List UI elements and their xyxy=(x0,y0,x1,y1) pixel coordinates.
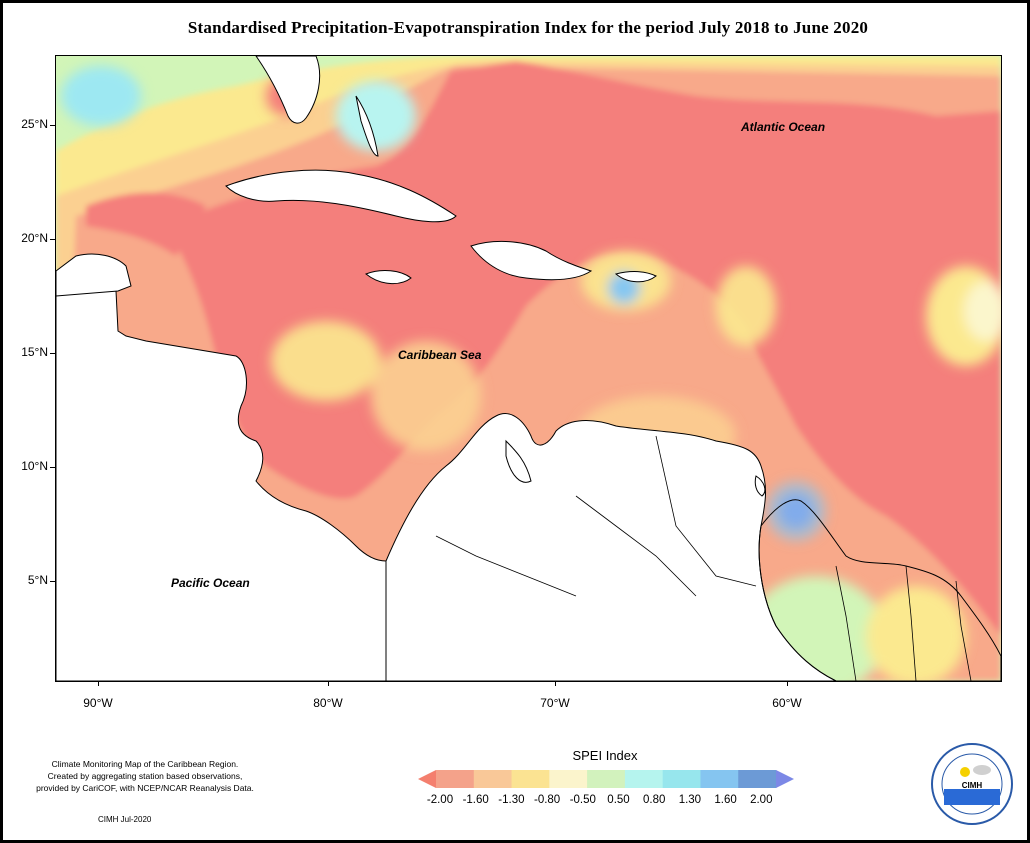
lat-tick-10n: 10°N xyxy=(21,459,48,473)
legend-tick-label: 0.50 xyxy=(607,794,630,806)
issue-date: CIMH Jul-2020 xyxy=(98,815,152,824)
legend-bin xyxy=(587,770,626,788)
cloud-icon xyxy=(973,765,991,775)
spei-map: Atlantic Ocean Caribbean Sea Pacific Oce… xyxy=(55,55,1002,682)
lat-tickmark xyxy=(50,353,55,354)
legend-bin xyxy=(473,770,513,788)
lon-tickmark xyxy=(328,681,329,686)
credits-line: Climate Monitoring Map of the Caribbean … xyxy=(51,759,239,769)
atlantic-ocean-label: Atlantic Ocean xyxy=(741,120,826,134)
legend-bin xyxy=(418,770,436,788)
legend-bin xyxy=(776,770,794,788)
legend-tick-label: -2.00 xyxy=(426,794,454,806)
lon-tick-90w: 90°W xyxy=(83,696,113,710)
lon-tick-70w: 70°W xyxy=(540,696,570,710)
pacific-ocean-label: Pacific Ocean xyxy=(171,576,250,590)
legend-bin xyxy=(700,770,739,788)
lon-tickmark xyxy=(98,681,99,686)
legend-bin xyxy=(738,770,777,788)
cimh-logo: CIMH xyxy=(931,743,1013,825)
legend-bin xyxy=(549,770,588,788)
legend-tick-label: -0.80 xyxy=(533,794,561,806)
lat-tick-15n: 15°N xyxy=(21,345,48,359)
legend-tick-label: 0.80 xyxy=(642,794,666,806)
logo-text: CIMH xyxy=(962,781,983,790)
lon-tick-80w: 80°W xyxy=(313,696,343,710)
legend-bin xyxy=(436,770,475,788)
legend-bin xyxy=(511,770,550,788)
legend-bin xyxy=(662,770,701,788)
country-borders xyxy=(435,435,972,681)
legend-tick-label: 1.60 xyxy=(714,794,737,806)
lat-tickmark xyxy=(50,581,55,582)
sun-icon xyxy=(960,767,970,777)
legend-tick-label: -1.30 xyxy=(498,794,525,806)
lat-tick-25n: 25°N xyxy=(21,117,48,131)
spei-map-canvas xyxy=(56,56,1001,681)
lat-tickmark xyxy=(50,125,55,126)
lat-tick-20n: 20°N xyxy=(21,231,48,245)
caribbean-sea-label: Caribbean Sea xyxy=(398,348,482,362)
lon-tickmark xyxy=(555,681,556,686)
map-title: Standardised Precipitation-Evapotranspir… xyxy=(187,18,869,37)
legend-bin xyxy=(624,770,664,788)
credits-line: provided by CariCOF, with NCEP/NCAR Rean… xyxy=(36,783,254,793)
credits-text: Climate Monitoring Map of the Caribbean … xyxy=(20,758,270,794)
legend-tick-label: -1.60 xyxy=(462,794,489,806)
islands xyxy=(225,95,766,497)
legend-colorbar xyxy=(418,770,794,788)
lon-tickmark xyxy=(787,681,788,686)
legend-tick-label: 2.00 xyxy=(750,794,773,806)
land-masses xyxy=(56,56,1001,681)
legend-title: SPEI Index xyxy=(572,748,638,763)
lat-tick-5n: 5°N xyxy=(27,573,48,587)
legend-tick-label: -0.50 xyxy=(569,794,596,806)
credits-line: Created by aggregating station based obs… xyxy=(47,771,243,781)
legend-tick-label: 1.30 xyxy=(678,794,702,806)
lat-tickmark xyxy=(50,239,55,240)
lat-tickmark xyxy=(50,467,55,468)
lon-tick-60w: 60°W xyxy=(772,696,802,710)
